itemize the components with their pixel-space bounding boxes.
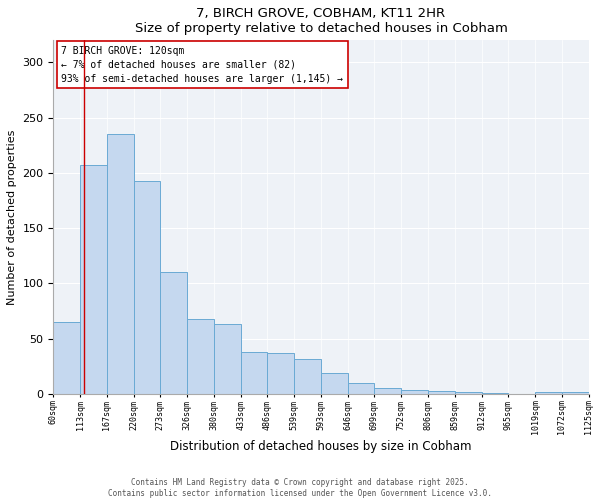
Y-axis label: Number of detached properties: Number of detached properties <box>7 130 17 305</box>
Bar <box>482 393 508 394</box>
Bar <box>374 388 401 394</box>
Title: 7, BIRCH GROVE, COBHAM, KT11 2HR
Size of property relative to detached houses in: 7, BIRCH GROVE, COBHAM, KT11 2HR Size of… <box>134 7 508 35</box>
Bar <box>214 324 241 394</box>
Bar <box>321 373 348 394</box>
Bar <box>53 322 80 394</box>
Bar <box>241 352 268 394</box>
Bar <box>562 392 589 394</box>
Bar <box>160 272 187 394</box>
Bar <box>535 392 562 394</box>
Bar <box>401 390 428 394</box>
Bar <box>348 383 374 394</box>
Bar <box>294 358 321 394</box>
Bar <box>268 353 294 394</box>
Bar <box>80 165 107 394</box>
X-axis label: Distribution of detached houses by size in Cobham: Distribution of detached houses by size … <box>170 440 472 453</box>
Text: 7 BIRCH GROVE: 120sqm
← 7% of detached houses are smaller (82)
93% of semi-detac: 7 BIRCH GROVE: 120sqm ← 7% of detached h… <box>61 46 343 84</box>
Bar <box>107 134 134 394</box>
Bar <box>428 390 455 394</box>
Bar <box>134 180 160 394</box>
Text: Contains HM Land Registry data © Crown copyright and database right 2025.
Contai: Contains HM Land Registry data © Crown c… <box>108 478 492 498</box>
Bar <box>187 319 214 394</box>
Bar <box>455 392 482 394</box>
